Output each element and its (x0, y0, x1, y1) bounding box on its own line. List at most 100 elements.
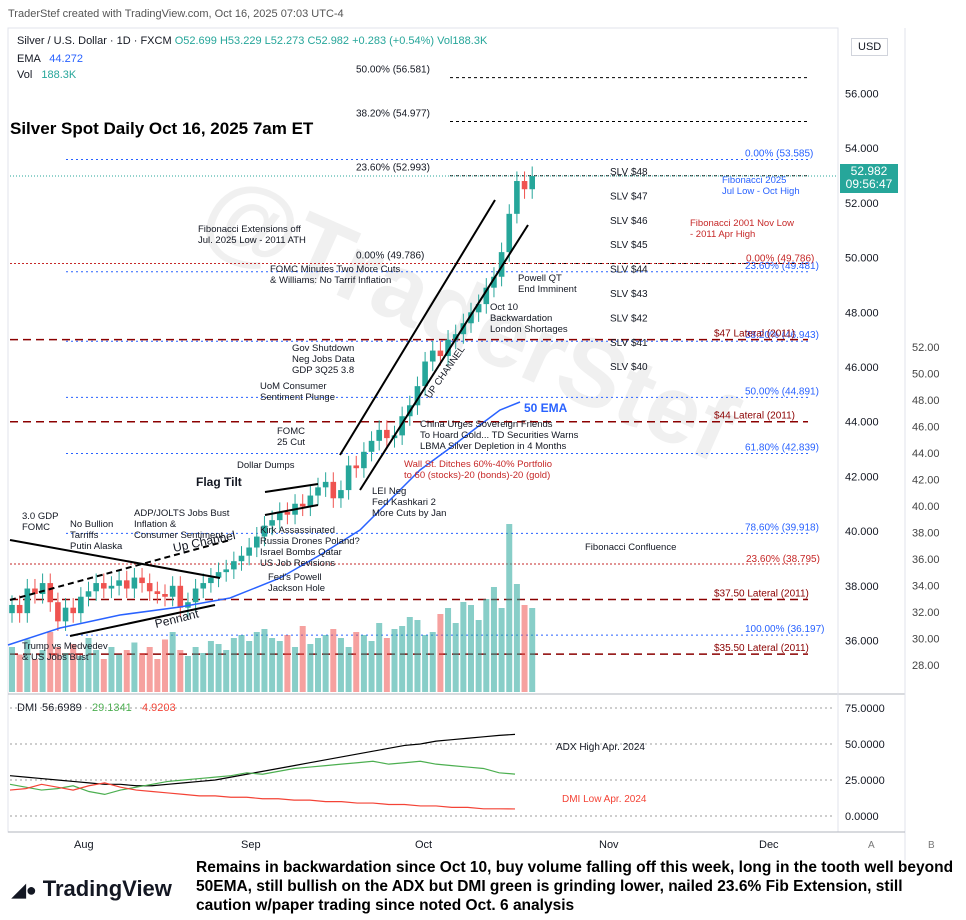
tradingview-mark-icon: ◢● (12, 880, 37, 900)
candle-body (139, 577, 145, 584)
candle (322, 472, 329, 497)
candle-body (192, 588, 199, 603)
symbol-line: Silver / U.S. Dollar · 1D · FXCM O52.699… (17, 35, 487, 47)
ema-line (7, 401, 521, 646)
fib-2025-label: 38.20% (46.943) (745, 330, 819, 341)
candle-body (299, 503, 306, 507)
candle-body (414, 386, 421, 406)
ema-legend[interactable]: EMA 44.272 (17, 53, 83, 65)
vol-legend-value: 188.3K (41, 69, 77, 81)
vol-legend[interactable]: Vol 188.3K (17, 69, 76, 81)
candle (32, 578, 38, 604)
candle-body (514, 181, 520, 214)
candle (123, 570, 130, 599)
dmi-minus-line (9, 782, 516, 810)
candle (368, 431, 375, 462)
volume-bar (70, 644, 77, 692)
candle (345, 455, 352, 500)
candle (223, 559, 229, 582)
volume-bar (139, 653, 146, 692)
volume-bar (261, 629, 268, 692)
volume-bar (353, 632, 360, 692)
left-axis-tick: 40.000 (845, 526, 879, 538)
candle-body (131, 577, 138, 589)
volume-bar (391, 629, 398, 692)
candle (62, 598, 69, 631)
chart-annotation: Trump vs Medvedev & US Jobs Bust (22, 641, 108, 663)
ohlc-high: H53.229 (219, 35, 262, 47)
volume-bar (200, 653, 207, 692)
candle-body (498, 252, 505, 277)
candle-body (353, 465, 360, 469)
left-axis-tick: 46.000 (845, 362, 879, 374)
candle-body (32, 588, 38, 595)
candle-body (491, 276, 497, 288)
volume-bar (184, 656, 191, 692)
candle (429, 341, 436, 372)
volume-bar (47, 632, 54, 692)
chart-annotation: Fibonacci Confluence (585, 542, 676, 553)
volume-bar (445, 608, 452, 692)
candle (208, 568, 214, 593)
volume-bar (276, 641, 283, 692)
candle (131, 568, 138, 599)
volume-bar (292, 647, 299, 692)
left-axis-tick: 56.000 (845, 89, 879, 101)
tradingview-logo-text: TradingView (42, 876, 172, 901)
dmi-axis-tick: 50.0000 (845, 739, 885, 751)
chart-annotation: LEI Neg Fed Kashkari 2 More Cuts by Jan (372, 486, 446, 519)
candle (261, 516, 268, 547)
volume-bar (215, 644, 222, 692)
ema-legend-value: 44.272 (49, 53, 83, 65)
dmi-axis-tick: 75.0000 (845, 703, 885, 715)
candle-body (261, 525, 268, 537)
candle-body (39, 583, 46, 595)
candle-body (483, 287, 490, 305)
chart-annotation: Fed's Powell Jackson Hole (268, 572, 325, 594)
volume-bar (238, 635, 245, 692)
candle (452, 324, 459, 350)
candle (445, 330, 451, 366)
volume-bar (108, 647, 115, 692)
candle (514, 171, 520, 224)
fib-extension-label: 38.20% (54.977) (356, 108, 430, 119)
volume-bar (16, 654, 23, 692)
candle-body (62, 607, 69, 622)
volume-bar (383, 638, 390, 692)
candle-body (24, 588, 31, 614)
fib-2025-label: 23.60% (49.481) (745, 261, 819, 272)
candle (330, 472, 337, 508)
lateral-label: $35.50 Lateral (2011) (714, 643, 809, 654)
currency-button[interactable]: USD (851, 38, 889, 56)
candle-body (78, 596, 84, 614)
chart-annotation: Wall St. Ditches 60%-40% Portfolio to 60 … (404, 459, 552, 481)
candle (284, 502, 291, 525)
candle (55, 592, 61, 631)
chart-annotation: Fibonacci Extensions off Jul. 2025 Low - … (198, 224, 306, 246)
candle (238, 546, 245, 571)
left-axis-tick: 48.000 (845, 307, 879, 319)
volume-bar (429, 632, 436, 692)
volume-bar (513, 584, 520, 692)
candle (177, 576, 184, 618)
candle-body (108, 585, 115, 589)
chart-annotation: FOMC Minutes Two More Cuts & Williams: No… (270, 264, 400, 286)
dmi-plus-line (9, 760, 516, 796)
candle-body (315, 487, 321, 496)
candle (139, 568, 145, 593)
tradingview-logo[interactable]: ◢● TradingView (12, 876, 172, 902)
ohlc-low: L52.273 (264, 35, 305, 47)
candle (361, 442, 367, 478)
candle-body (169, 585, 176, 597)
candle-body (223, 569, 229, 573)
left-axis-tick: 38.000 (845, 581, 879, 593)
price-badge: 52.982 09:56:47 (840, 164, 898, 193)
symbol-name[interactable]: Silver / U.S. Dollar · 1D · FXCM (17, 35, 172, 47)
right-axis-tick: 32.00 (912, 607, 940, 619)
candle (276, 502, 283, 530)
dmi-adx-line (9, 733, 516, 787)
volume-bar (360, 635, 367, 692)
volume-bar (62, 653, 69, 692)
dmi-axis-tick: 25.0000 (845, 775, 885, 787)
